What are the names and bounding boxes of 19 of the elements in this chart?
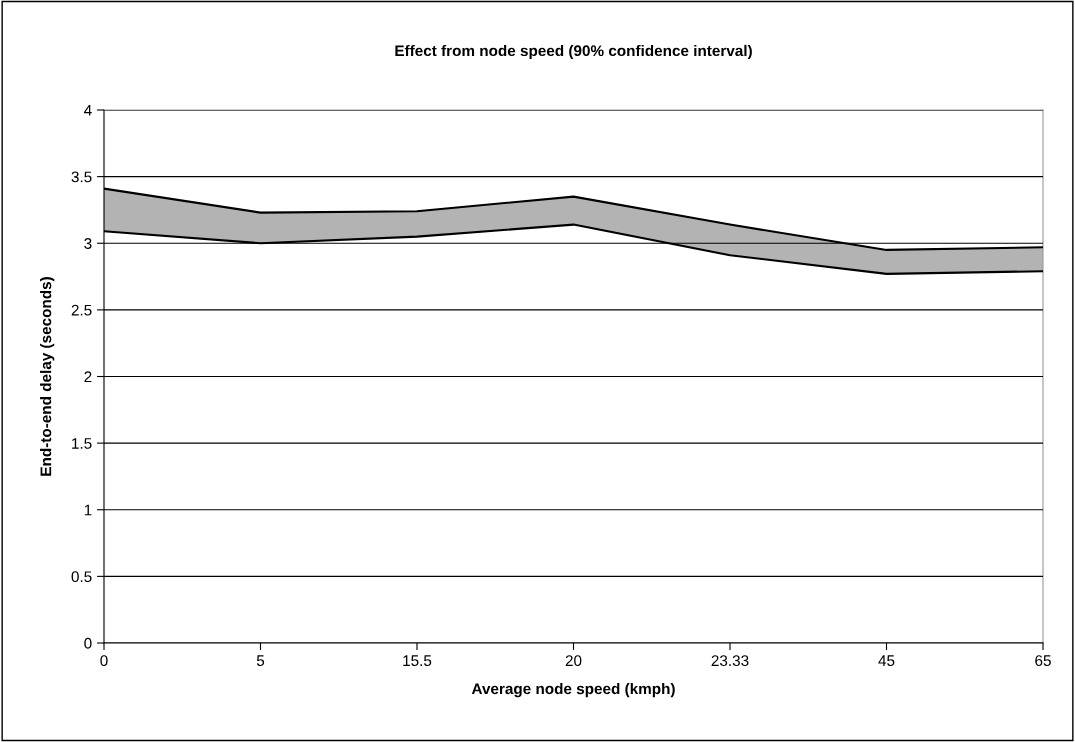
y-tick-label: 1: [84, 504, 92, 516]
y-tick-label: 2: [84, 371, 92, 383]
x-axis-title: Average node speed (kmph): [471, 682, 675, 698]
x-tick-label: 20: [565, 655, 582, 667]
x-tick-label: 15.5: [403, 655, 432, 667]
y-tick-label: 3.5: [71, 171, 92, 183]
y-tick-label: 1.5: [72, 438, 92, 449]
x-tick-label: 45: [878, 655, 895, 667]
x-tick-label: 23.33: [711, 655, 749, 667]
chart-title: Effect from node speed (90% confidence interval): [395, 44, 752, 60]
y-tick-label: 4: [84, 105, 92, 116]
x-tick-label: 65: [1035, 655, 1051, 667]
x-tick-label: 5: [256, 655, 265, 667]
x-tick-label: 0: [100, 655, 108, 667]
y-tick-label: 0: [84, 637, 92, 649]
y-axis-title: End-to-end delay (seconds): [40, 277, 55, 476]
y-tick-label: 2.5: [71, 304, 92, 316]
y-tick-label: 3: [84, 238, 92, 249]
y-tick-label: 0.5: [71, 571, 92, 583]
